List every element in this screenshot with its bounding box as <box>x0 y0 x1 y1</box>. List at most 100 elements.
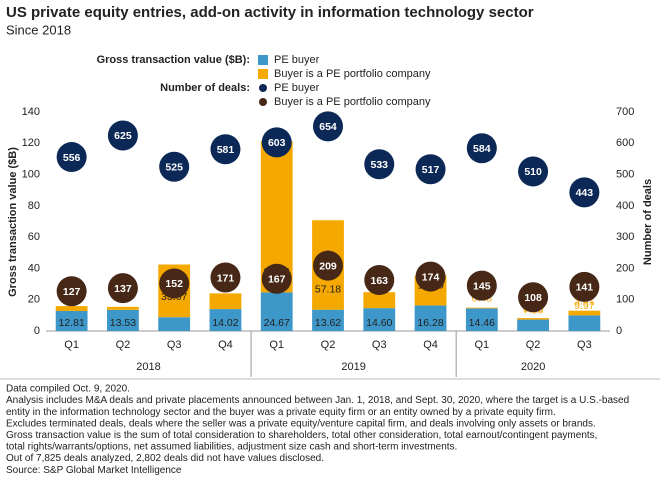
data-label: 525 <box>165 162 183 174</box>
bubble <box>56 276 87 307</box>
bar <box>465 308 498 331</box>
footnote: Analysis includes M&A deals and private … <box>6 395 629 406</box>
bar <box>209 309 242 331</box>
footnote: Gross transaction value is the sum of to… <box>6 430 597 441</box>
x-tick-label: Q1 <box>64 339 79 351</box>
data-label: 625 <box>114 130 132 142</box>
legend-swatch <box>259 84 267 92</box>
bar <box>517 318 549 320</box>
bubble <box>159 151 190 182</box>
bar <box>363 308 396 331</box>
bubble <box>210 262 241 293</box>
footnote: Out of 7,825 deals analyzed, 2,802 deals… <box>6 453 324 464</box>
y-tick-label: 120 <box>22 137 40 149</box>
data-label: 14.46 <box>469 317 495 329</box>
bar <box>363 292 396 309</box>
group-label: 2020 <box>521 361 545 373</box>
legend-label: Buyer is a PE portfolio company <box>274 68 431 80</box>
data-label: 9.97 <box>574 300 595 312</box>
bar <box>158 317 191 331</box>
y-tick-label: 60 <box>28 231 40 243</box>
data-label: 163 <box>371 275 389 287</box>
bubble <box>313 250 343 281</box>
x-tick-label: Q4 <box>218 339 233 351</box>
y-tick-label: 100 <box>22 168 40 180</box>
legend-label: PE buyer <box>274 54 320 66</box>
y2-tick-label: 600 <box>616 137 634 149</box>
x-tick-label: Q1 <box>269 339 284 351</box>
data-label: 533 <box>371 159 389 171</box>
data-label: 174 <box>422 271 440 283</box>
y-axis-title: Gross transaction value ($B) <box>7 147 19 297</box>
data-label: 108 <box>524 292 542 304</box>
bubble <box>415 154 446 185</box>
bubble <box>364 149 395 180</box>
bubble <box>364 265 395 296</box>
legend-title: Number of deals: <box>160 82 250 94</box>
y-tick-label: 0 <box>34 325 40 337</box>
y-tick-label: 20 <box>28 294 40 306</box>
bar <box>312 309 344 331</box>
bar <box>260 292 293 331</box>
data-label: 556 <box>63 152 81 164</box>
legend-swatch <box>258 69 268 79</box>
data-label: 14.02 <box>212 317 238 329</box>
chart-title: US private equity entries, add-on activi… <box>6 4 534 21</box>
y-tick-label: 140 <box>22 106 40 118</box>
group-label: 2019 <box>341 361 365 373</box>
data-label: 127 <box>63 286 81 298</box>
bubble <box>466 133 497 164</box>
data-label: 24.67 <box>264 317 290 329</box>
y2-tick-label: 0 <box>616 325 622 337</box>
x-tick-label: Q4 <box>423 339 438 351</box>
data-label: 13.53 <box>110 317 136 329</box>
bubble <box>569 271 600 302</box>
y2-axis-title: Number of deals <box>642 179 654 265</box>
data-label: 12.81 <box>58 317 84 329</box>
y-tick-label: 40 <box>28 262 40 274</box>
bubble <box>159 268 190 299</box>
y2-tick-label: 300 <box>616 231 634 243</box>
bubble <box>313 111 343 142</box>
data-label: 584 <box>473 143 491 155</box>
x-tick-label: Q1 <box>474 339 489 351</box>
data-label: 57.18 <box>315 283 341 295</box>
bubble <box>466 270 497 301</box>
y2-tick-label: 400 <box>616 200 634 212</box>
data-label: 517 <box>422 164 440 176</box>
bar <box>209 293 242 310</box>
bar <box>568 315 601 331</box>
footnote: entity in the information technology sec… <box>6 407 556 418</box>
data-label: 137 <box>114 283 132 295</box>
x-tick-label: Q3 <box>577 339 592 351</box>
data-label: 13.62 <box>315 317 341 329</box>
bar <box>414 305 447 331</box>
footnote: Source: S&P Global Market Intelligence <box>6 465 182 476</box>
bar <box>107 309 139 331</box>
chart-subtitle: Since 2018 <box>6 22 71 37</box>
bubble <box>56 142 87 173</box>
bar <box>465 307 498 309</box>
y2-tick-label: 500 <box>616 168 634 180</box>
legend-title: Gross transaction value ($B): <box>97 54 250 66</box>
data-label: 209 <box>319 260 337 272</box>
legend-label: PE buyer <box>274 82 320 94</box>
data-label: 603 <box>268 137 286 149</box>
data-label: 14.60 <box>366 317 392 329</box>
group-label: 2018 <box>136 361 160 373</box>
y2-tick-label: 100 <box>616 294 634 306</box>
bubble <box>518 282 549 313</box>
data-label: 167 <box>268 274 286 286</box>
legend-label: Buyer is a PE portfolio company <box>274 96 431 108</box>
x-tick-label: Q3 <box>372 339 387 351</box>
bubble <box>261 263 292 294</box>
footnote: Excludes terminated deals, deals where t… <box>6 418 596 429</box>
data-label: 443 <box>576 187 594 199</box>
x-tick-label: Q3 <box>167 339 182 351</box>
bubble <box>261 127 292 158</box>
x-tick-label: Q2 <box>321 339 336 351</box>
footnote: total rights/warrants/options, net assum… <box>6 442 457 453</box>
data-label: 510 <box>524 166 542 178</box>
bubble <box>107 120 138 151</box>
